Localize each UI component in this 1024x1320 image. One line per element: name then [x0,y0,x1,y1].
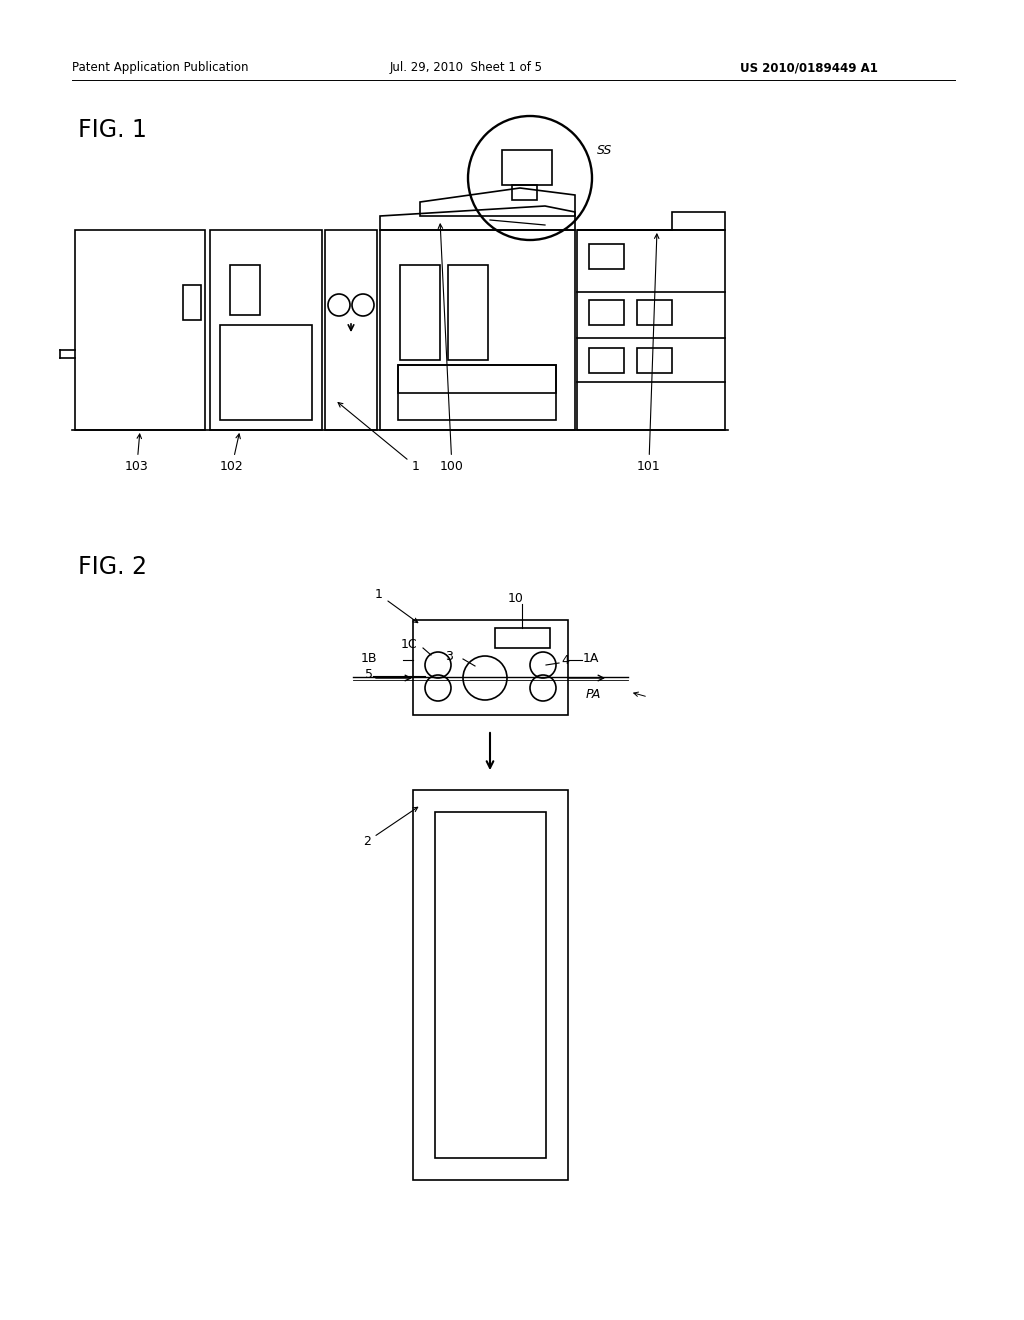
Bar [398,366,556,420]
Text: 1B: 1B [361,652,378,664]
Text: 1: 1 [375,587,418,623]
Bar [435,812,546,1158]
Text: 10: 10 [508,591,524,605]
Bar [220,325,312,420]
Text: 4: 4 [561,653,569,667]
Bar [589,244,624,269]
Bar [325,230,377,430]
Text: 100: 100 [438,224,464,473]
Text: 3: 3 [445,649,453,663]
Bar [230,265,260,315]
Text: 2: 2 [362,808,418,847]
Bar [413,620,568,715]
Bar [413,789,568,1180]
Bar [210,230,322,430]
Text: 103: 103 [125,434,148,473]
Text: FIG. 1: FIG. 1 [78,117,146,143]
Bar [380,230,575,430]
Bar [398,366,556,393]
Text: 1A: 1A [583,652,599,664]
Bar [637,300,672,325]
Bar [637,348,672,374]
Text: 102: 102 [220,434,244,473]
Text: Jul. 29, 2010  Sheet 1 of 5: Jul. 29, 2010 Sheet 1 of 5 [390,62,543,74]
Bar [400,265,440,360]
Text: PA: PA [586,689,601,701]
Text: 1C: 1C [401,638,418,651]
Text: FIG. 2: FIG. 2 [78,554,147,579]
Bar [449,265,488,360]
Bar [502,150,552,185]
Bar [577,230,725,430]
Bar [183,285,201,319]
Bar [75,230,205,430]
Text: Patent Application Publication: Patent Application Publication [72,62,249,74]
Bar [495,628,550,648]
Text: 5: 5 [365,668,373,681]
Text: 1: 1 [338,403,420,473]
Text: 101: 101 [637,234,660,473]
Text: US 2010/0189449 A1: US 2010/0189449 A1 [740,62,878,74]
Bar [589,348,624,374]
Bar [512,185,537,201]
Text: SS: SS [597,144,612,157]
Bar [589,300,624,325]
